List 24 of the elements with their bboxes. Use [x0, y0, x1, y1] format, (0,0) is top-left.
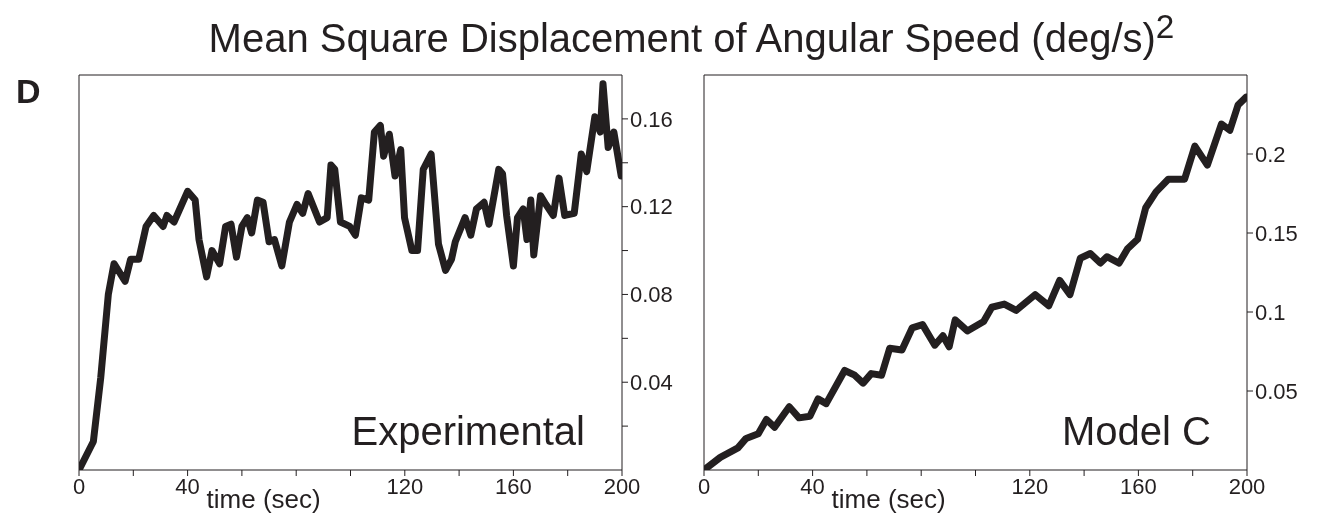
x-tick-label: 0	[72, 473, 86, 499]
x-tick-label: 200	[1228, 473, 1266, 499]
x-tick-label: 0	[697, 473, 711, 499]
x-axis-title: time (sec)	[206, 484, 321, 514]
x-tick-label: 160	[495, 473, 532, 499]
text: D	[16, 72, 41, 111]
x-tick-label: 120	[386, 473, 424, 499]
y-tick-label: 0.1	[1254, 299, 1286, 325]
x-tick-label: 40	[800, 473, 825, 499]
y-tick-label: 0.05	[1254, 378, 1298, 404]
y-tick-label: 0.2	[1254, 141, 1286, 167]
y-tick-label: 0.16	[630, 106, 673, 132]
x-axis-title: time (sec)	[831, 484, 946, 514]
x-tick-label: 200	[603, 473, 641, 499]
text: Model C	[1062, 409, 1211, 454]
x-tick-label: 40	[175, 473, 200, 499]
y-tick-label: 0.15	[1254, 220, 1298, 246]
x-tick-label: 160	[1119, 473, 1157, 499]
text: Experimental	[351, 409, 585, 454]
y-tick-label: 0.12	[630, 194, 673, 220]
y-tick-label: 0.04	[630, 370, 673, 396]
x-tick-label: 120	[1011, 473, 1049, 499]
y-tick-label: 0.08	[630, 282, 673, 308]
chart-title: Mean Square Displacement of Angular Speed (deg/s)$^{2}$	[207, 8, 1176, 63]
